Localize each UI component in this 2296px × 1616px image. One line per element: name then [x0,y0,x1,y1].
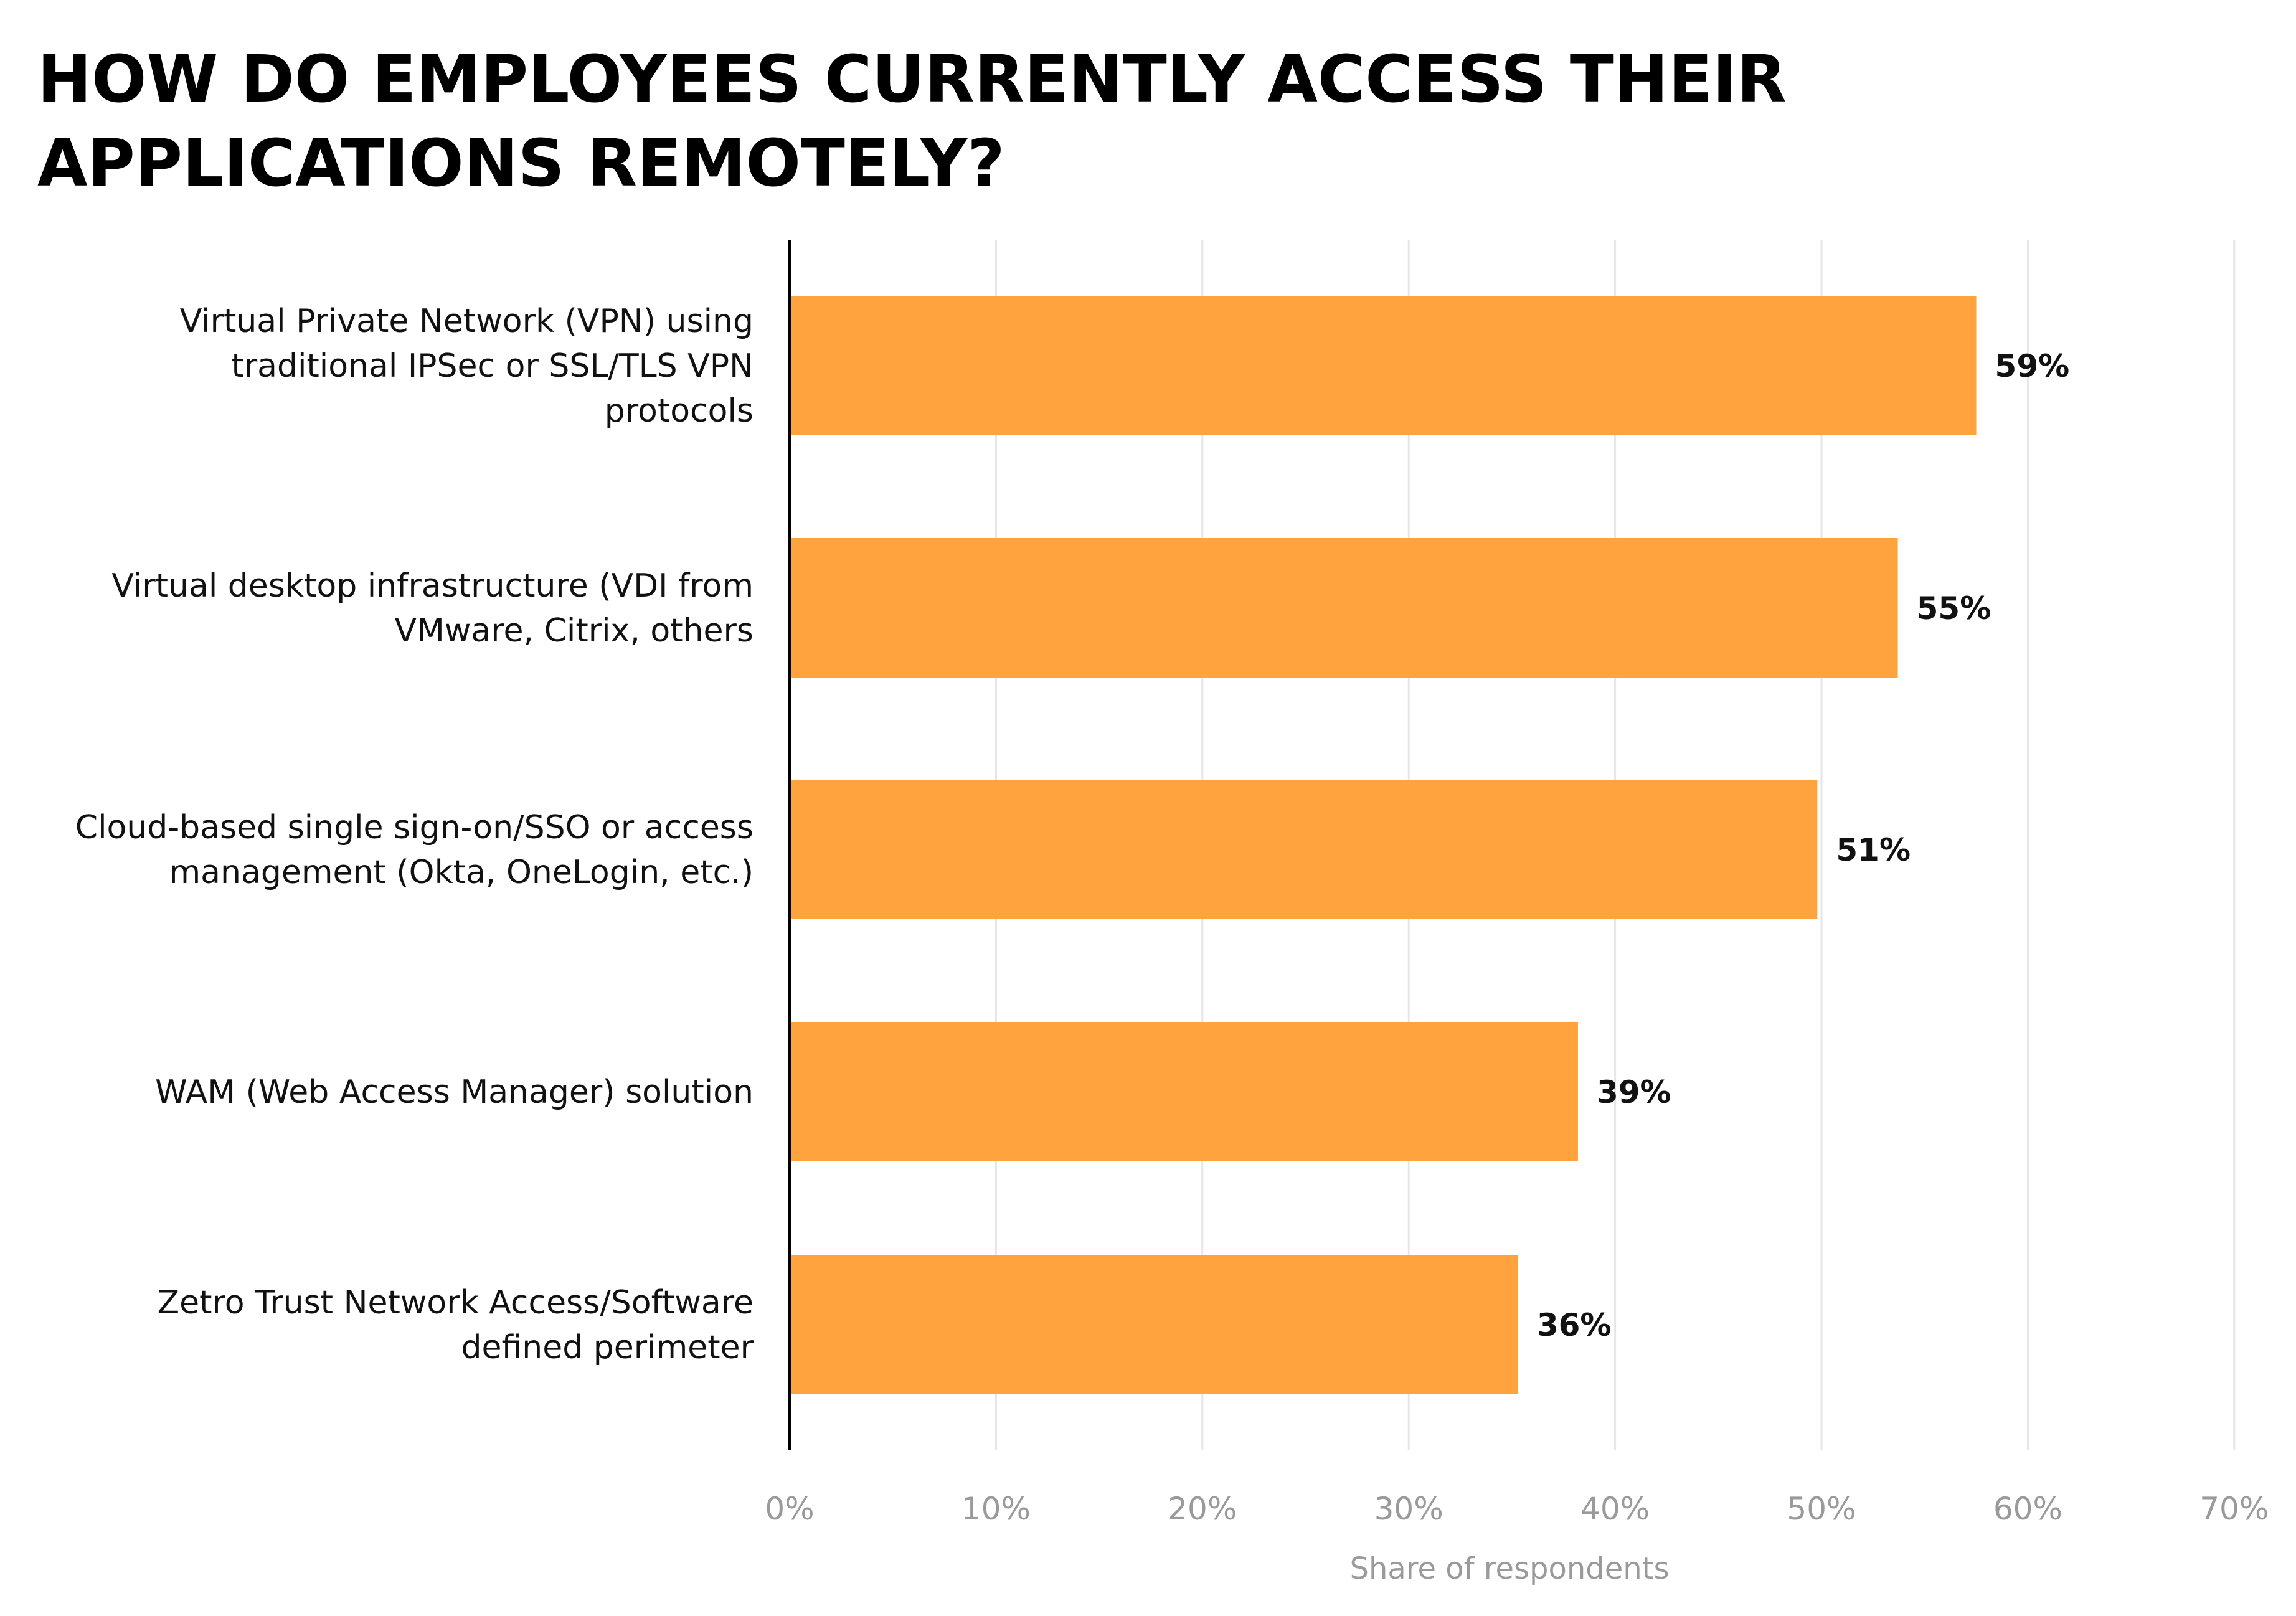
category-label: VMware, Citrix, others [394,612,754,650]
bar [790,538,1898,678]
value-label: 55% [1917,590,1991,626]
value-label: 59% [1995,348,2070,384]
category-label: Virtual desktop infrastructure (VDI from [111,567,754,605]
x-tick-label: 10% [961,1491,1031,1527]
x-tick-label: 50% [1787,1491,1856,1527]
x-tick-label: 20% [1168,1491,1237,1527]
value-labels: 59% 55% 51% 39% 36% [1537,348,2069,1343]
category-label: Virtual Private Network (VPN) using [180,303,754,340]
bar [790,1255,1518,1394]
chart-title-line: HOW DO EMPLOYEES CURRENTLY ACCESS THEIR [37,41,1787,117]
bars [790,296,1977,1394]
x-axis-title: Share of respondents [1349,1551,1669,1586]
bar [790,1022,1578,1161]
value-label: 51% [1836,832,1911,868]
x-tick-label: 40% [1580,1491,1650,1527]
value-label: 39% [1597,1074,1671,1110]
x-tick-label: 30% [1374,1491,1443,1527]
chart-title: HOW DO EMPLOYEES CURRENTLY ACCESS THEIR A… [37,41,1787,201]
category-label: Cloud-based single sign-on/SSO or access [75,809,754,846]
value-label: 36% [1537,1307,1612,1343]
x-tick-labels: 0% 10% 20% 30% 40% 50% 60% 70% [765,1491,2269,1527]
category-label: management (Okta, OneLogin, etc.) [169,854,754,891]
bar [790,780,1818,919]
category-label: protocols [605,392,754,430]
category-label: WAM (Web Access Manager) solution [155,1074,754,1111]
x-tick-label: 60% [1993,1491,2062,1527]
x-tick-label: 0% [765,1491,814,1527]
category-label: Zetro Trust Network Access/Software [158,1284,754,1321]
category-labels: Virtual Private Network (VPN) using tradi… [75,303,754,1366]
chart-title-line: APPLICATIONS REMOTELY? [37,125,1005,201]
category-label: traditional IPSec or SSL/TLS VPN [231,347,754,385]
x-tick-label: 70% [2199,1491,2269,1527]
category-label: defined perimeter [461,1329,754,1366]
bar [790,296,1977,435]
